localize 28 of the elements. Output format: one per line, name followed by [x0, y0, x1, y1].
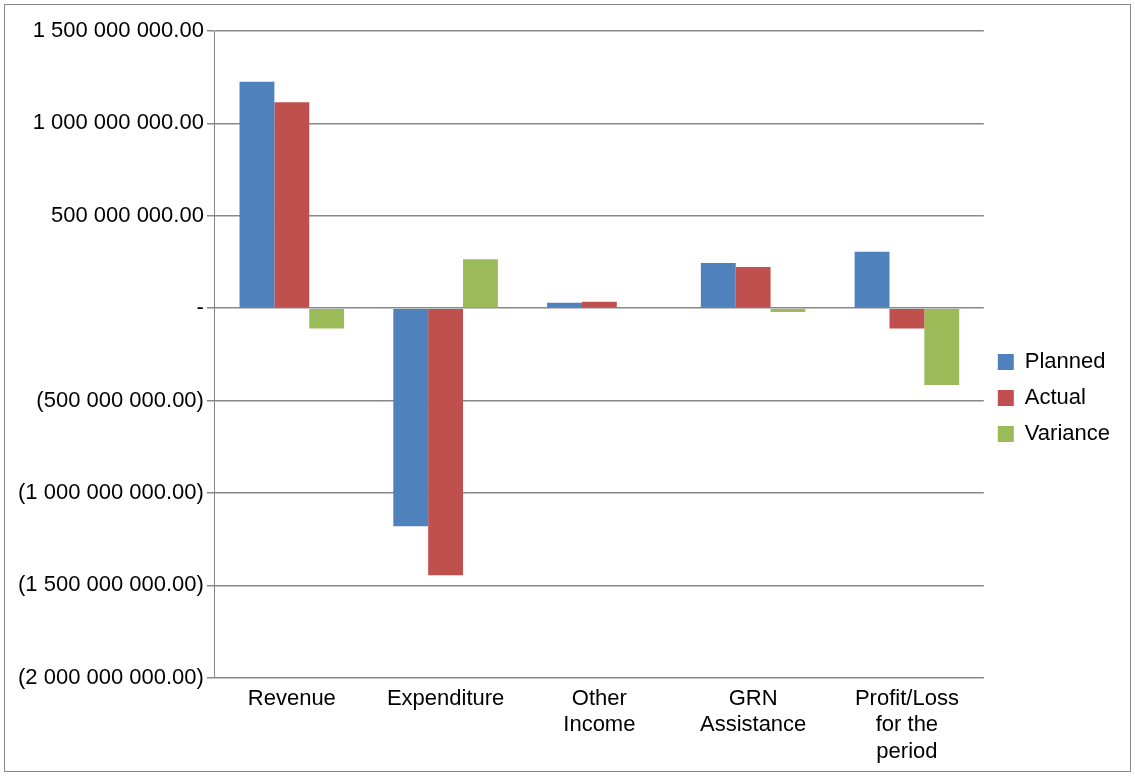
bar: [309, 308, 345, 329]
bar: [393, 308, 429, 527]
y-tick-label: 1 000 000 000.00: [32, 109, 204, 135]
legend-label: Actual: [1024, 384, 1086, 410]
y-tick-label: (2 000 000 000.00): [17, 663, 204, 689]
y-tick-label: (1 000 000 000.00): [17, 479, 204, 505]
y-tick-label: 1 500 000 000.00: [32, 17, 204, 43]
bar: [700, 262, 736, 308]
bar: [854, 251, 890, 308]
x-tick-label: GRN Assistance: [699, 685, 807, 737]
bar: [735, 266, 771, 308]
legend-label: Variance: [1024, 420, 1111, 446]
bar: [239, 81, 275, 308]
x-tick-label: Profit/Loss for the period: [854, 685, 959, 763]
y-tick-label: 500 000 000.00: [50, 201, 204, 227]
bar: [274, 102, 310, 308]
bar: [770, 308, 806, 312]
x-tick-label: Other Income: [563, 685, 636, 737]
bar: [428, 308, 464, 576]
bar: [924, 308, 960, 385]
y-tick-label: -: [196, 294, 204, 320]
y-tick-label: (1 500 000 000.00): [17, 571, 204, 597]
y-tick-label: (500 000 000.00): [36, 386, 204, 412]
legend-label: Planned: [1024, 348, 1106, 374]
x-tick-label: Revenue: [247, 685, 336, 711]
x-tick-label: Expenditure: [386, 685, 505, 711]
bar: [463, 259, 498, 308]
bar: [889, 308, 925, 329]
